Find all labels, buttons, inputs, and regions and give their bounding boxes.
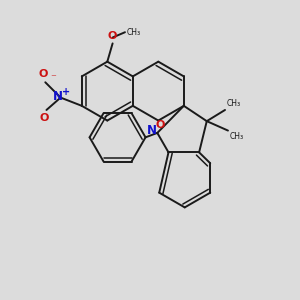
Text: CH₃: CH₃ [230,132,244,141]
Text: O: O [156,120,165,130]
Text: N: N [147,124,157,137]
Text: O: O [108,31,117,41]
Text: N: N [53,90,63,103]
Text: O: O [38,69,48,79]
Text: CH₃: CH₃ [226,100,241,109]
Text: O: O [39,113,49,123]
Text: CH₃: CH₃ [126,28,141,37]
Text: ⁻: ⁻ [51,74,56,84]
Text: +: + [62,87,70,97]
